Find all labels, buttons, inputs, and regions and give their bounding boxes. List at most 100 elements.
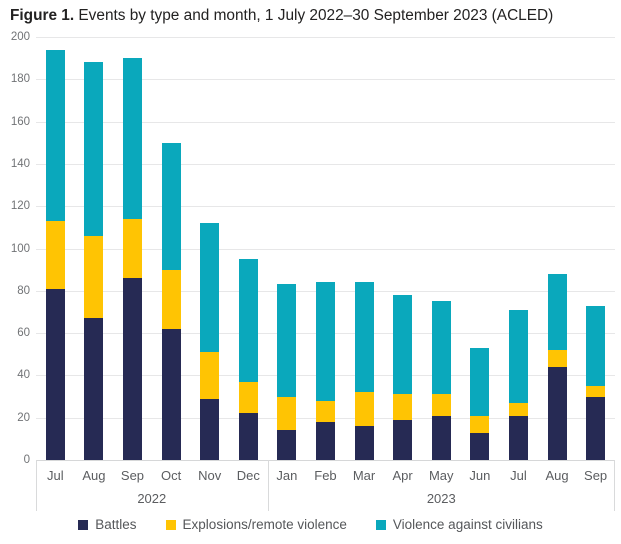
legend-item-battles: Battles bbox=[78, 517, 137, 532]
y-tick-label-40: 40 bbox=[17, 369, 30, 382]
legend-label: Explosions/remote violence bbox=[182, 517, 347, 532]
segment-violence-against-civilians bbox=[354, 282, 374, 393]
bar-slot-7 bbox=[268, 37, 307, 460]
segment-explosions-remote-violence bbox=[393, 394, 413, 420]
y-tick-label-140: 140 bbox=[10, 157, 30, 170]
figure-title: Figure 1. Events by type and month, 1 Ju… bbox=[10, 7, 616, 25]
y-axis: 0 20 40 60 80 100 120 140 160 180 200 bbox=[0, 31, 30, 466]
segment-battles bbox=[200, 398, 220, 460]
segment-explosions-remote-violence bbox=[161, 269, 181, 329]
x-axis: Jul Aug Sep Oct Nov Dec Jan Feb Mar Apr May Jun Jul A… bbox=[36, 460, 615, 511]
segment-explosions-remote-violence bbox=[508, 402, 528, 416]
segment-battles bbox=[161, 328, 181, 460]
x-tick-label-15: Sep bbox=[584, 468, 608, 483]
segment-violence-against-civilians bbox=[508, 309, 528, 403]
legend-item-violence-against-civilians: Violence against civilians bbox=[375, 517, 543, 532]
x-tick-label-1: Jul bbox=[46, 468, 64, 483]
segment-violence-against-civilians bbox=[122, 58, 142, 219]
year-separator-end bbox=[614, 460, 615, 511]
segment-battles bbox=[45, 288, 65, 460]
x-tick-label-4: Oct bbox=[160, 468, 182, 483]
y-tick-label-20: 20 bbox=[17, 411, 30, 424]
stacked-bar-jul-1 bbox=[45, 37, 65, 460]
segment-violence-against-civilians bbox=[393, 295, 413, 395]
bar-slot-10 bbox=[383, 37, 422, 460]
gridline-140 bbox=[36, 163, 615, 165]
x-tick-label-11: May bbox=[428, 468, 454, 483]
bar-slot-6 bbox=[229, 37, 268, 460]
stacked-bar-oct-4 bbox=[161, 37, 181, 460]
segment-battles bbox=[508, 415, 528, 460]
segment-explosions-remote-violence bbox=[586, 386, 606, 397]
y-tick-label-200: 200 bbox=[10, 31, 30, 43]
bar-slot-14 bbox=[538, 37, 577, 460]
segment-explosions-remote-violence bbox=[431, 394, 451, 416]
x-tick-label-6: Dec bbox=[236, 468, 260, 483]
legend-label: Violence against civilians bbox=[392, 517, 543, 532]
stacked-bar-sep-3 bbox=[122, 37, 142, 460]
stacked-bar-jun-12 bbox=[470, 37, 490, 460]
x-tick-label-10: Apr bbox=[392, 468, 413, 483]
y-tick-label-100: 100 bbox=[10, 242, 30, 255]
segment-violence-against-civilians bbox=[84, 62, 104, 236]
segment-explosions-remote-violence bbox=[200, 352, 220, 399]
segment-explosions-remote-violence bbox=[122, 218, 142, 279]
legend: Battles Explosions/remote violence Violenc… bbox=[0, 517, 621, 532]
x-tick-label-3: Sep bbox=[120, 468, 145, 483]
x-tick-label-8: Feb bbox=[314, 468, 337, 483]
segment-battles bbox=[238, 413, 258, 460]
bar-slot-9 bbox=[345, 37, 384, 460]
stacked-bar-feb-8 bbox=[315, 37, 335, 460]
x-axis-line bbox=[36, 460, 615, 461]
gridline-100 bbox=[36, 248, 615, 250]
x-tick-label-12: Jun bbox=[469, 468, 491, 483]
legend-swatch-icon bbox=[375, 519, 386, 530]
legend-swatch-icon bbox=[165, 519, 176, 530]
legend-label: Battles bbox=[95, 517, 137, 532]
segment-violence-against-civilians bbox=[277, 284, 297, 397]
bar-slot-5 bbox=[190, 37, 229, 460]
segment-violence-against-civilians bbox=[238, 259, 258, 382]
bar-slot-1 bbox=[36, 37, 75, 460]
y-tick-label-120: 120 bbox=[10, 200, 30, 213]
segment-violence-against-civilians bbox=[200, 223, 220, 353]
stacked-bar-dec-6 bbox=[238, 37, 258, 460]
segment-violence-against-civilians bbox=[161, 142, 181, 270]
plot-area bbox=[36, 37, 615, 460]
segment-violence-against-civilians bbox=[470, 347, 490, 416]
segment-battles bbox=[393, 419, 413, 460]
segment-violence-against-civilians bbox=[547, 273, 567, 351]
figure-title-prefix: Figure 1. bbox=[10, 7, 75, 24]
segment-violence-against-civilians bbox=[315, 282, 335, 401]
segment-violence-against-civilians bbox=[586, 305, 606, 386]
segment-battles bbox=[547, 366, 567, 460]
segment-violence-against-civilians bbox=[45, 49, 65, 222]
segment-explosions-remote-violence bbox=[547, 350, 567, 367]
segment-battles bbox=[586, 396, 606, 460]
x-tick-label-9: Mar bbox=[352, 468, 376, 483]
bar-slot-11 bbox=[422, 37, 461, 460]
x-tick-label-13: Jul bbox=[510, 468, 527, 483]
y-tick-label-180: 180 bbox=[10, 73, 30, 86]
segment-violence-against-civilians bbox=[431, 301, 451, 395]
segment-battles bbox=[354, 426, 374, 460]
stacked-bar-nov-5 bbox=[200, 37, 220, 460]
month-labels-row: Jul Aug Sep Oct Nov Dec Jan Feb Mar Apr May Jun Jul A… bbox=[36, 460, 615, 485]
x-tick-label-7: Jan bbox=[276, 468, 298, 483]
stacked-bar-sep-15 bbox=[586, 37, 606, 460]
gridline-180 bbox=[36, 79, 615, 81]
bar-slot-13 bbox=[499, 37, 538, 460]
segment-battles bbox=[277, 430, 297, 460]
segment-battles bbox=[431, 415, 451, 460]
segment-battles bbox=[84, 318, 104, 460]
year-separator-1 bbox=[267, 460, 269, 511]
year-label-2022: 2022 bbox=[137, 491, 167, 506]
x-tick-label-5: Nov bbox=[198, 468, 222, 483]
bar-slot-12 bbox=[461, 37, 500, 460]
segment-battles bbox=[470, 432, 490, 460]
segment-explosions-remote-violence bbox=[84, 235, 104, 319]
segment-battles bbox=[315, 421, 335, 460]
stacked-bar-jul-13 bbox=[508, 37, 528, 460]
bar-slot-4 bbox=[152, 37, 191, 460]
